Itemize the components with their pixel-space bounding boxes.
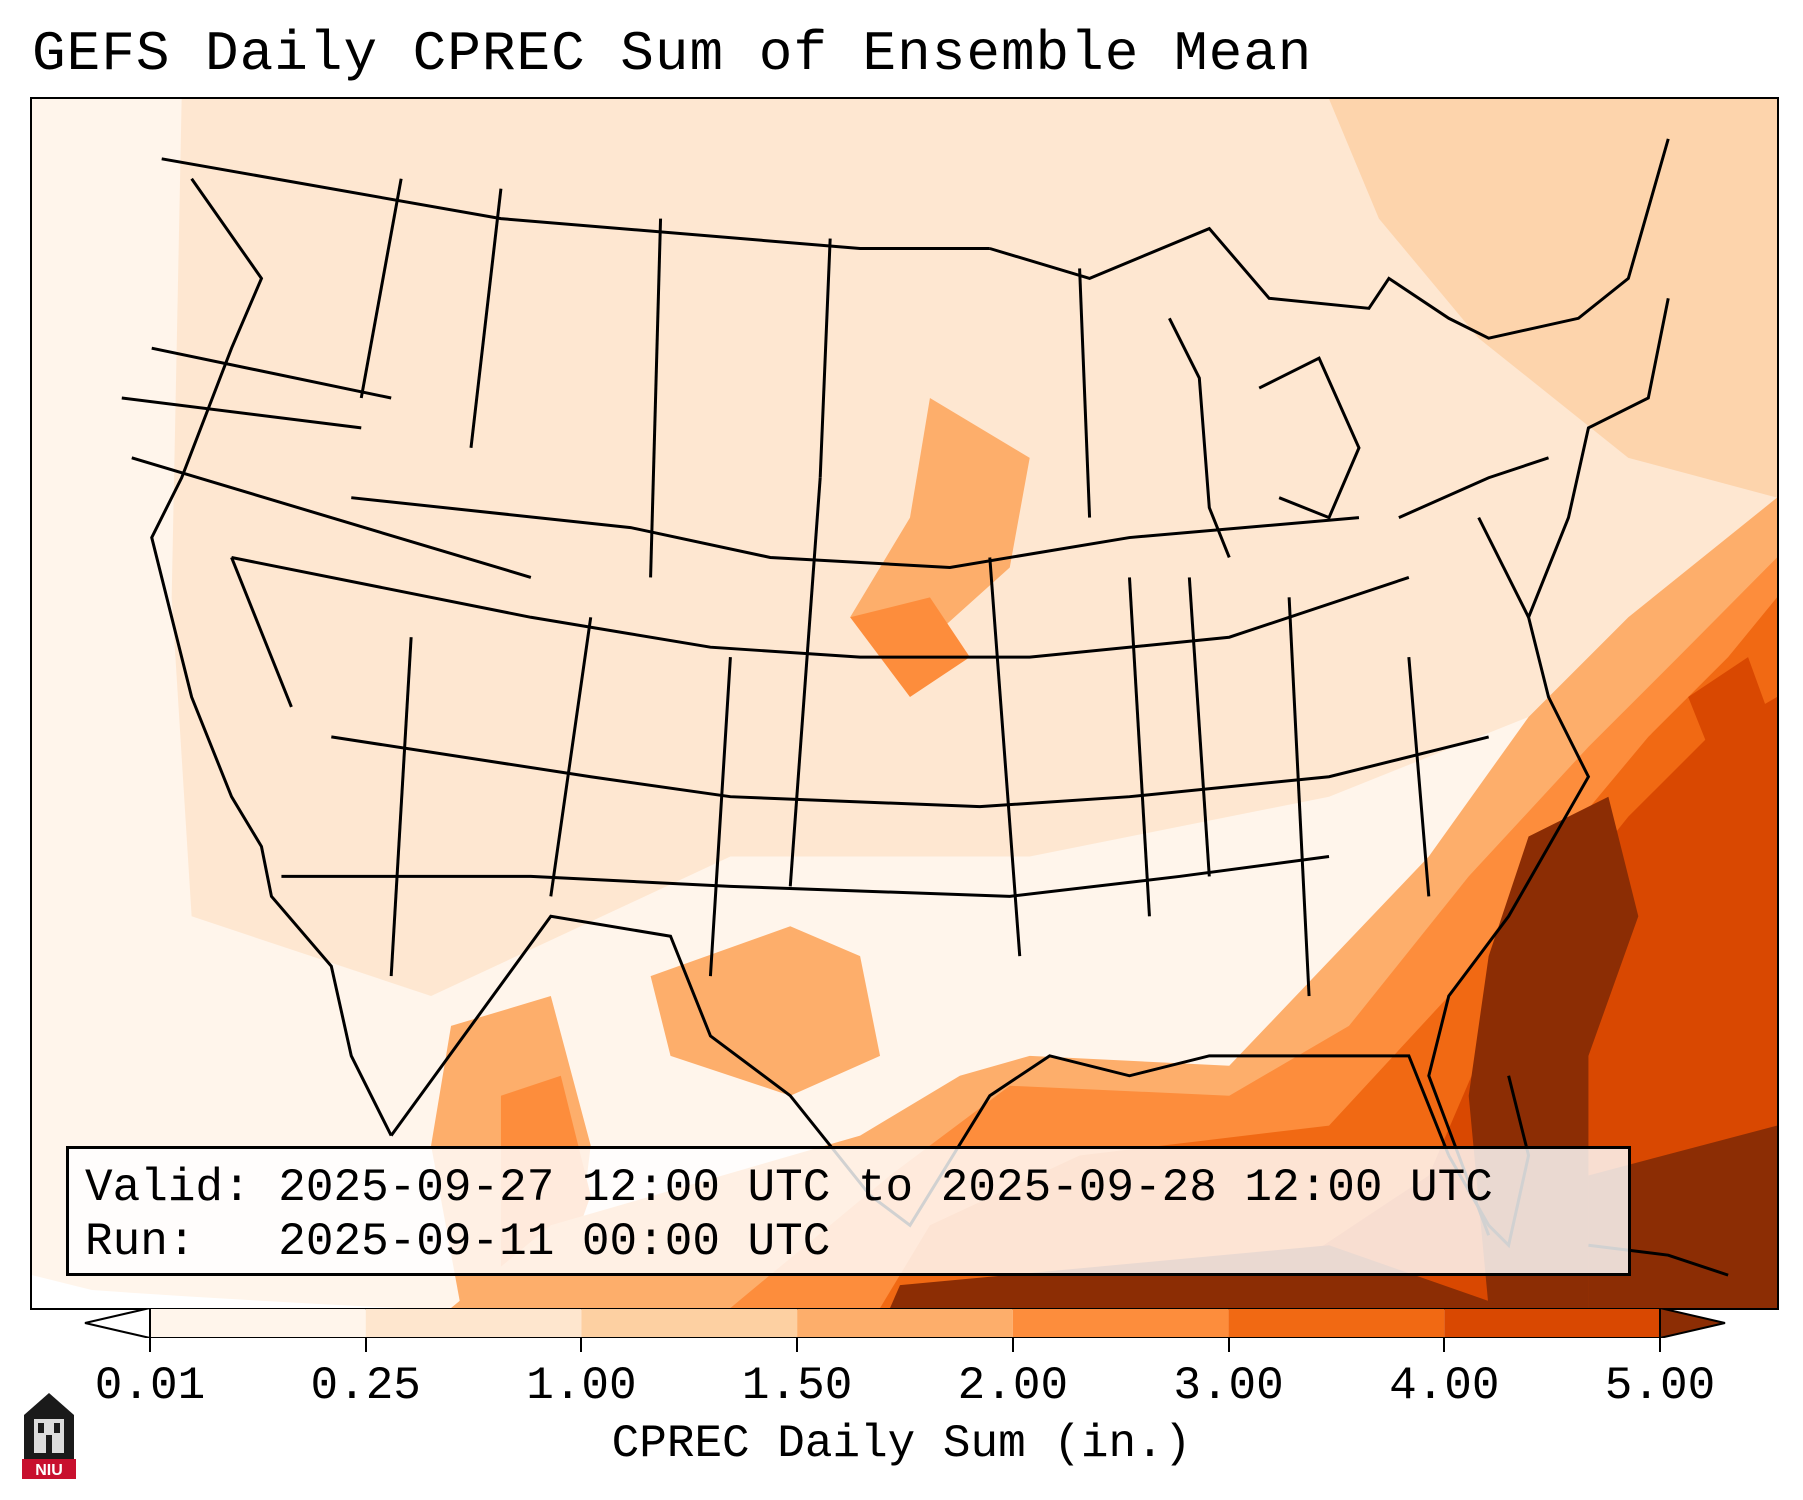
map-title: GEFS Daily CPREC Sum of Ensemble Mean xyxy=(32,22,1313,86)
run-row: Run: 2025-09-11 00:00 UTC xyxy=(85,1215,1612,1269)
colorbar-segment xyxy=(797,1308,1013,1338)
valid-row: Valid: 2025-09-27 12:00 UTC to 2025-09-2… xyxy=(85,1161,1612,1215)
valid-label: Valid: xyxy=(85,1162,251,1214)
colorbar-segment xyxy=(1228,1308,1445,1338)
colorbar-tick-label: 5.00 xyxy=(1604,1360,1716,1412)
colorbar xyxy=(84,1308,1726,1338)
colorbar-under-arrow xyxy=(84,1308,151,1338)
northern-border xyxy=(161,157,990,251)
map-panel xyxy=(30,97,1779,1310)
colorbar-tick-label: 1.50 xyxy=(741,1360,853,1412)
east-coast xyxy=(1427,298,1670,1236)
colorbar-tick xyxy=(1659,1338,1661,1352)
precip-field xyxy=(171,99,1777,1308)
logo-text: NIU xyxy=(35,1462,63,1479)
colorbar-segment xyxy=(1012,1308,1229,1338)
colorbar-tick xyxy=(1443,1338,1446,1352)
colorbar-tick-label: 3.00 xyxy=(1173,1360,1284,1412)
colorbar-tick-label: 4.00 xyxy=(1389,1360,1500,1412)
lake-michigan-outline xyxy=(1168,317,1231,559)
colorbar-segment xyxy=(365,1308,582,1338)
colorbar-segment xyxy=(581,1308,798,1338)
colorbar-tick xyxy=(1011,1338,1014,1352)
colorbar-tick-label: 0.25 xyxy=(310,1360,421,1412)
state-boundaries xyxy=(121,138,1729,1277)
colorbar-tick-label: 2.00 xyxy=(957,1360,1069,1412)
michigan-outline xyxy=(1258,356,1361,520)
colorbar-over-arrow xyxy=(1659,1308,1726,1338)
valid-value: 2025-09-27 12:00 UTC to 2025-09-28 12:00… xyxy=(278,1162,1493,1214)
colorbar-tick xyxy=(149,1338,151,1352)
colorbar-tick xyxy=(1227,1338,1230,1352)
colorbar-segment xyxy=(1444,1308,1660,1338)
west-coast xyxy=(150,177,393,1137)
precip-map xyxy=(32,99,1777,1308)
niu-logo: NIU xyxy=(22,1393,76,1479)
colorbar-tick-label: 0.01 xyxy=(94,1360,206,1412)
colorbar-tick xyxy=(580,1338,583,1352)
great-lakes-border xyxy=(989,138,1670,340)
colorbar-tick xyxy=(364,1338,367,1352)
colorbar-segment xyxy=(150,1308,366,1338)
run-value: 2025-09-11 00:00 UTC xyxy=(278,1216,831,1268)
run-label: Run: xyxy=(85,1216,196,1268)
colorbar-label: CPREC Daily Sum (in.) xyxy=(611,1418,1192,1470)
colorbar-tick-label: 1.00 xyxy=(526,1360,637,1412)
colorbar-tick xyxy=(796,1338,799,1352)
info-box: Valid: 2025-09-27 12:00 UTC to 2025-09-2… xyxy=(66,1146,1631,1276)
